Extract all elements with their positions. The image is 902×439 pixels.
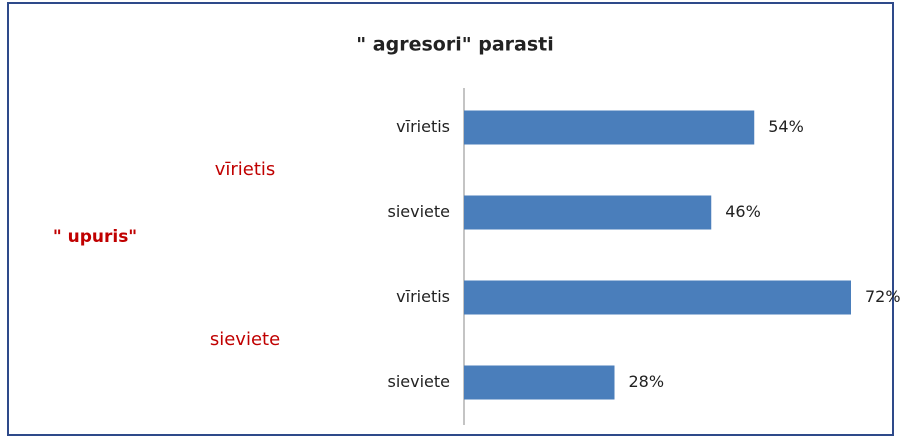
y-tick-label: sieviete <box>388 372 451 391</box>
y-tick-label: vīrietis <box>396 117 450 136</box>
y-tick-label: sieviete <box>388 202 451 221</box>
y-axis-label: " upuris" <box>53 227 137 247</box>
value-label: 46% <box>725 202 761 221</box>
group-label: sieviete <box>210 329 280 350</box>
y-tick-label: vīrietis <box>396 287 450 306</box>
bar <box>464 195 712 230</box>
value-label: 28% <box>629 372 665 391</box>
bar <box>464 280 851 315</box>
bar <box>464 365 615 400</box>
value-label: 72% <box>865 287 901 306</box>
bar <box>464 110 755 145</box>
group-label: vīrietis <box>215 159 276 180</box>
frame <box>7 2 894 436</box>
value-label: 54% <box>768 117 804 136</box>
chart-title: " agresori" parasti <box>356 34 553 56</box>
